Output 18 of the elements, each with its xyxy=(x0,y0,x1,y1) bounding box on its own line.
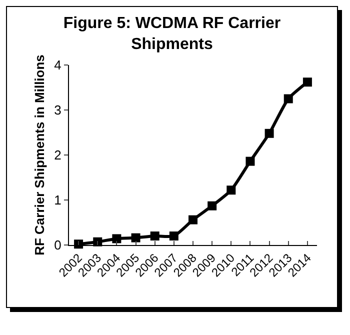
point xyxy=(131,233,140,242)
y-tick-label: 1 xyxy=(54,192,62,208)
point xyxy=(226,186,236,195)
chart-title: Figure 5: WCDMA RF Carrier Shipments xyxy=(63,15,281,53)
y-tick-label: 0 xyxy=(54,238,62,253)
y-tick-label: 4 xyxy=(54,58,62,73)
point xyxy=(302,78,312,87)
y-tick-label: 3 xyxy=(54,102,62,118)
point xyxy=(246,156,255,166)
point xyxy=(188,215,198,224)
y-tick-label: 2 xyxy=(54,148,62,163)
point xyxy=(284,94,293,104)
point xyxy=(169,232,178,240)
point xyxy=(150,232,160,240)
y-axis-title: RF Carrier Shipments in Millions xyxy=(32,54,48,256)
point xyxy=(264,128,274,138)
point xyxy=(208,201,217,210)
point xyxy=(112,234,122,244)
